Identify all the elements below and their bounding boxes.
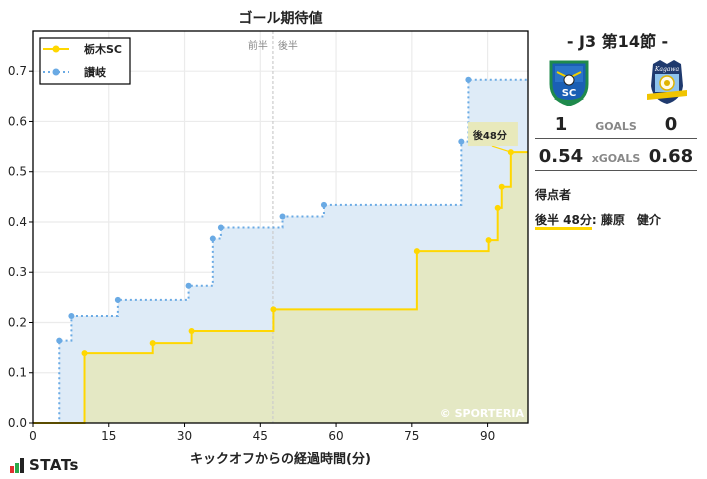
y-tick-label: 0.0	[8, 416, 27, 430]
stats-logo: STATs	[10, 458, 79, 473]
data-point	[209, 235, 216, 242]
data-point	[498, 183, 505, 190]
x-tick-label: 45	[253, 429, 268, 443]
data-point	[114, 296, 121, 303]
match-title: - J3 第14節 -	[566, 32, 669, 51]
y-tick-label: 0.5	[8, 165, 27, 179]
goals-row: 1 GOALS 0	[535, 114, 697, 139]
data-point	[68, 312, 75, 319]
scorer-entry: 後半 48分: 藤原 健介	[535, 211, 661, 230]
svg-text:SC: SC	[562, 88, 577, 99]
data-point	[458, 138, 465, 145]
svg-text:Kagawa: Kagawa	[654, 66, 680, 73]
y-tick-label: 0.7	[8, 64, 27, 78]
away-goals: 0	[664, 114, 678, 135]
x-tick-label: 60	[328, 429, 343, 443]
data-point	[270, 306, 277, 313]
data-point	[185, 282, 192, 289]
annotation-pointer	[491, 145, 512, 153]
data-point	[465, 76, 472, 83]
legend-marker-away	[52, 68, 60, 76]
scorers-title: 得点者	[535, 188, 572, 202]
y-tick-label: 0.4	[8, 215, 27, 229]
away-team-crest-icon: Kagawa	[647, 60, 687, 104]
logo-bar-black	[20, 458, 24, 473]
line-home	[33, 151, 528, 424]
legend-label-home: 栃木SC	[84, 42, 122, 56]
legend: 栃木SC 讃岐	[39, 37, 131, 85]
second-half-label: 後半	[278, 39, 298, 52]
x-tick-label: 75	[404, 429, 419, 443]
logo-bar-red	[10, 466, 14, 473]
annotation-label: 後48分	[473, 129, 507, 142]
watermark: © SPORTERIA	[440, 407, 525, 420]
away-xg: 0.68	[648, 146, 694, 167]
home-team-crest-icon: SC	[549, 60, 589, 106]
area-home	[33, 152, 528, 423]
home-xg: 0.54	[538, 146, 584, 167]
y-tick-label: 0.6	[8, 114, 27, 128]
brand-name: STATs	[29, 456, 79, 474]
first-half-label: 前半	[248, 39, 268, 52]
scorer-time: 後半 48分	[535, 213, 592, 230]
x-axis-label: キックオフからの経過時間(分)	[190, 452, 371, 467]
data-point	[494, 204, 501, 211]
data-point	[217, 224, 224, 231]
xgoals-row: 0.54 xGOALS 0.68	[535, 146, 697, 171]
chart-title: ゴール期待値	[238, 11, 323, 27]
data-point	[413, 248, 420, 255]
scorer-name: : 藤原 健介	[591, 213, 661, 227]
plot-frame	[32, 30, 529, 424]
legend-marker-home	[52, 45, 60, 53]
x-tick-label: 90	[480, 429, 495, 443]
annotation-box	[467, 122, 518, 147]
x-tick-label: 30	[177, 429, 192, 443]
data-point	[279, 213, 286, 220]
data-point	[56, 337, 63, 344]
y-tick-label: 0.1	[8, 366, 27, 380]
home-goals: 1	[554, 114, 568, 135]
data-point	[81, 350, 88, 357]
legend-label-away: 讃岐	[84, 65, 107, 79]
x-tick-label: 15	[101, 429, 116, 443]
x-tick-label: 0	[29, 429, 37, 443]
y-tick-label: 0.2	[8, 315, 27, 329]
y-tick-label: 0.3	[8, 265, 27, 279]
xg-label: xGOALS	[591, 152, 641, 165]
data-point	[149, 340, 156, 347]
data-point	[485, 237, 492, 244]
data-point	[188, 328, 195, 335]
goals-label: GOALS	[595, 120, 637, 133]
logo-bar-green	[15, 463, 19, 473]
data-point	[320, 201, 327, 208]
